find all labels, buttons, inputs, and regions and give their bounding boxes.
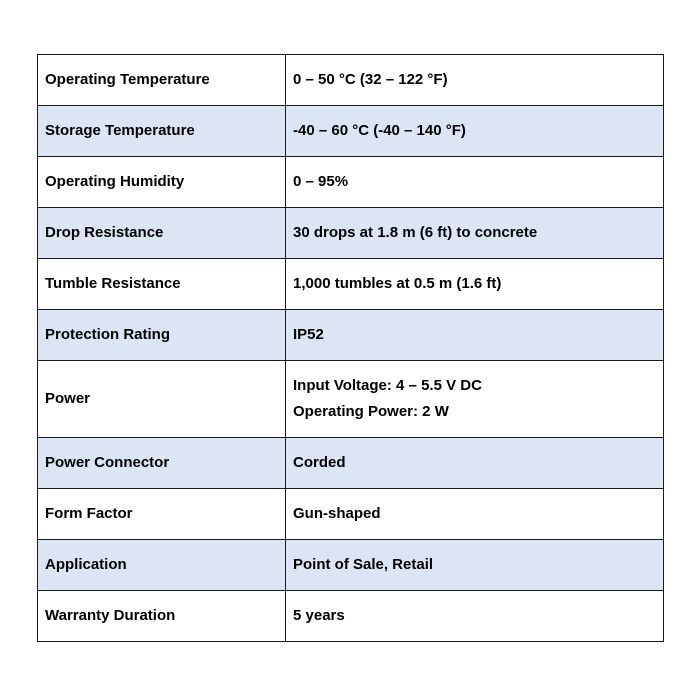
spec-value-cell: IP52	[285, 309, 664, 361]
spec-label-cell: Drop Resistance	[37, 207, 286, 259]
spec-value-cell: Point of Sale, Retail	[285, 539, 664, 591]
table-row: Form Factor Gun-shaped	[37, 488, 664, 540]
table-row: Power Connector Corded	[37, 437, 664, 489]
spec-label-cell: Warranty Duration	[37, 590, 286, 642]
spec-value-cell: Gun-shaped	[285, 488, 664, 540]
spec-value-cell: Corded	[285, 437, 664, 489]
table-row: Operating Humidity 0 – 95%	[37, 156, 664, 208]
spec-label-cell: Power	[37, 360, 286, 438]
spec-value-cell: 0 – 50 °C (32 – 122 °F)	[285, 54, 664, 106]
table-row: Application Point of Sale, Retail	[37, 539, 664, 591]
spec-label-cell: Tumble Resistance	[37, 258, 286, 310]
spec-value-cell: 1,000 tumbles at 0.5 m (1.6 ft)	[285, 258, 664, 310]
table-row: Operating Temperature 0 – 50 °C (32 – 12…	[37, 54, 664, 106]
spec-label-cell: Protection Rating	[37, 309, 286, 361]
spec-label-cell: Storage Temperature	[37, 105, 286, 157]
spec-value-cell: Input Voltage: 4 – 5.5 V DC Operating Po…	[285, 360, 664, 438]
table-row: Tumble Resistance 1,000 tumbles at 0.5 m…	[37, 258, 664, 310]
spec-value-cell: 5 years	[285, 590, 664, 642]
spec-value-cell: 30 drops at 1.8 m (6 ft) to concrete	[285, 207, 664, 259]
spec-label-cell: Operating Humidity	[37, 156, 286, 208]
table-row: Power Input Voltage: 4 – 5.5 V DC Operat…	[37, 360, 664, 438]
spec-label-cell: Form Factor	[37, 488, 286, 540]
table-row: Warranty Duration 5 years	[37, 590, 664, 642]
spec-value-cell: 0 – 95%	[285, 156, 664, 208]
table-row: Drop Resistance 30 drops at 1.8 m (6 ft)…	[37, 207, 664, 259]
table-row: Protection Rating IP52	[37, 309, 664, 361]
table-row: Storage Temperature -40 – 60 °C (-40 – 1…	[37, 105, 664, 157]
spec-value-cell: -40 – 60 °C (-40 – 140 °F)	[285, 105, 664, 157]
spec-label-cell: Application	[37, 539, 286, 591]
spec-label-cell: Operating Temperature	[37, 54, 286, 106]
spec-label-cell: Power Connector	[37, 437, 286, 489]
specification-table: Operating Temperature 0 – 50 °C (32 – 12…	[37, 54, 664, 642]
